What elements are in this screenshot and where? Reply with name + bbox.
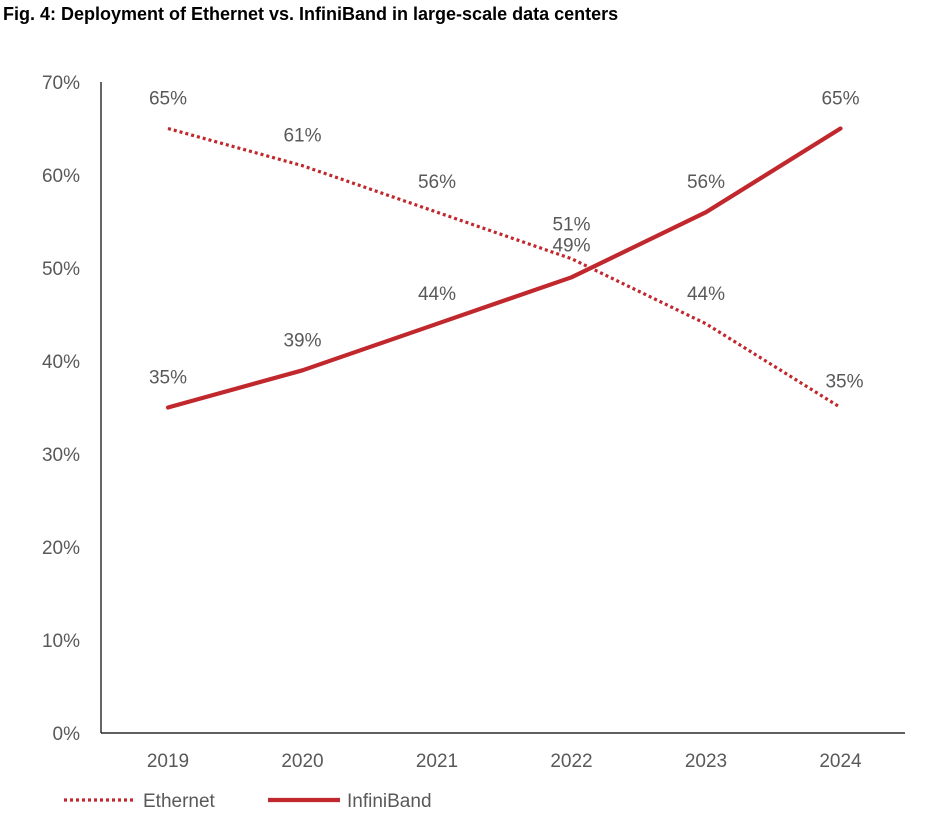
ethernet-data-label: 51% [552, 215, 590, 236]
infiniband-data-label: 65% [821, 89, 859, 110]
y-tick-label: 70% [42, 73, 80, 94]
infiniband-data-label: 49% [552, 235, 590, 256]
x-tick-label: 2023 [685, 751, 727, 772]
ethernet-data-label: 65% [149, 89, 187, 110]
y-tick-label: 0% [53, 724, 81, 745]
y-tick-label: 50% [42, 259, 80, 280]
y-tick-label: 40% [42, 352, 80, 373]
y-tick-label: 20% [42, 538, 80, 559]
x-tick-label: 2020 [281, 751, 323, 772]
x-tick-label: 2024 [819, 751, 862, 772]
ethernet-data-label: 56% [418, 172, 456, 193]
infiniband-legend-label: InfiniBand [347, 791, 432, 812]
infiniband-data-label: 56% [687, 172, 725, 193]
y-tick-label: 30% [42, 445, 80, 466]
x-tick-label: 2022 [550, 751, 592, 772]
ethernet-data-label: 35% [825, 372, 863, 393]
infiniband-series-line [165, 126, 843, 410]
infiniband-data-label: 44% [418, 284, 456, 305]
ethernet-data-label: 44% [687, 284, 725, 305]
chart-title: Fig. 4: Deployment of Ethernet vs. Infin… [3, 4, 619, 24]
infiniband-data-label: 39% [283, 330, 321, 351]
ethernet-legend-label: Ethernet [143, 791, 216, 812]
x-tick-label: 2021 [416, 751, 458, 772]
y-tick-label: 10% [42, 631, 80, 652]
y-tick-label: 60% [42, 166, 80, 187]
x-tick-label: 2019 [147, 751, 189, 772]
ethernet-series-line [167, 126, 842, 409]
infiniband-data-label: 35% [149, 368, 187, 389]
ethernet-data-label: 61% [283, 126, 321, 147]
